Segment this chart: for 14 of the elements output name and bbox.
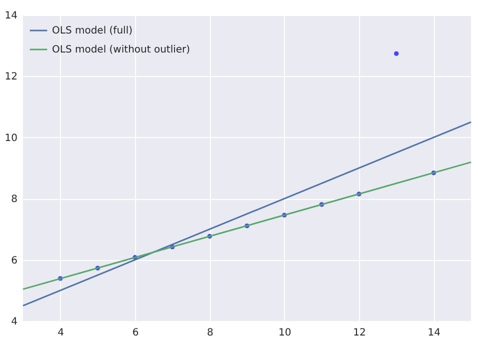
y-tick-label: 4 bbox=[11, 316, 18, 328]
y-tick-label: 8 bbox=[11, 194, 18, 206]
x-tick-label: 8 bbox=[206, 328, 214, 338]
x-tick-label: 10 bbox=[278, 328, 292, 338]
x-tick-label: 12 bbox=[353, 328, 366, 338]
x-tick-label: 4 bbox=[58, 328, 64, 338]
legend-label: OLS model (without outlier) bbox=[52, 44, 190, 56]
x-tick-label: 14 bbox=[428, 328, 441, 338]
x-tick-label: 6 bbox=[132, 328, 139, 338]
y-tick-label: 12 bbox=[4, 72, 18, 83]
y-tick-label: 6 bbox=[11, 255, 18, 266]
y-tick-label: 14 bbox=[4, 10, 18, 22]
legend-label: OLS model (full) bbox=[52, 26, 133, 36]
y-tick-label: 10 bbox=[4, 132, 18, 144]
